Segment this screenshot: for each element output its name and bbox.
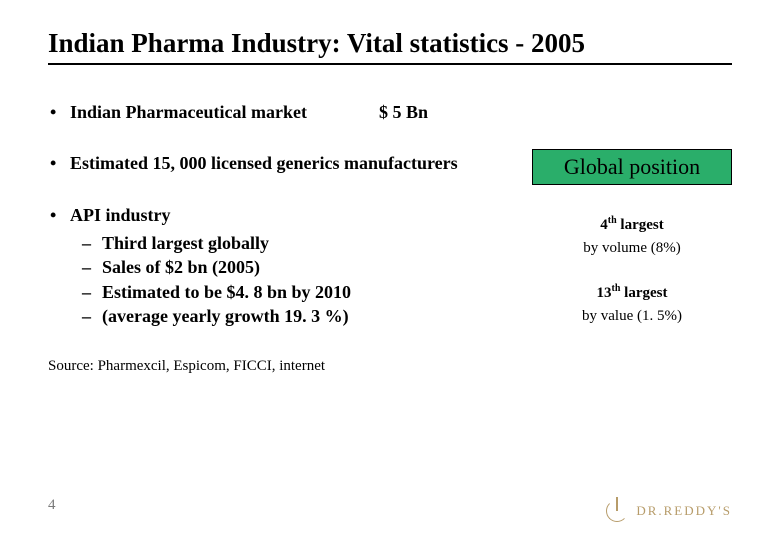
source-line: Source: Pharmexcil, Espicom, FICCI, inte… (48, 358, 502, 375)
right-column: Global position 4th largest by volume (8… (532, 101, 732, 375)
api-sub-1: Third largest globally (70, 231, 502, 255)
bullet-manufacturers: Estimated 15, 000 licensed generics manu… (48, 152, 502, 175)
api-sub-3: Estimated to be $4. 8 bn by 2010 (70, 280, 502, 304)
logo-text: DR.REDDY'S (636, 503, 732, 519)
global-position-box: Global position (532, 149, 732, 185)
api-sublist: Third largest globally Sales of $2 bn (2… (70, 231, 502, 328)
bullet-api: API industry Third largest globally Sale… (48, 204, 502, 329)
title-underline (48, 63, 732, 65)
api-sub-4: (average yearly growth 19. 3 %) (70, 304, 502, 328)
rank-value-detail: by value (1. 5%) (532, 305, 732, 328)
rank-volume: 4th largest (532, 213, 732, 237)
page-number: 4 (48, 497, 56, 514)
left-column: Indian Pharmaceutical market $ 5 Bn Esti… (48, 101, 502, 375)
api-label: API industry (70, 205, 171, 225)
logo-icon (606, 500, 628, 522)
api-sub-2: Sales of $2 bn (2005) (70, 255, 502, 279)
logo: DR.REDDY'S (606, 500, 732, 522)
content-row: Indian Pharmaceutical market $ 5 Bn Esti… (48, 101, 732, 375)
market-value: $ 5 Bn (379, 101, 428, 124)
bullet-list: Indian Pharmaceutical market $ 5 Bn Esti… (48, 101, 502, 328)
slide-title: Indian Pharma Industry: Vital statistics… (48, 28, 732, 59)
rank-volume-detail: by volume (8%) (532, 237, 732, 260)
bullet-market: Indian Pharmaceutical market $ 5 Bn (48, 101, 502, 124)
rank-value: 13th largest (532, 281, 732, 305)
market-label: Indian Pharmaceutical market (70, 101, 307, 124)
global-facts: 4th largest by volume (8%) 13th largest … (532, 213, 732, 327)
